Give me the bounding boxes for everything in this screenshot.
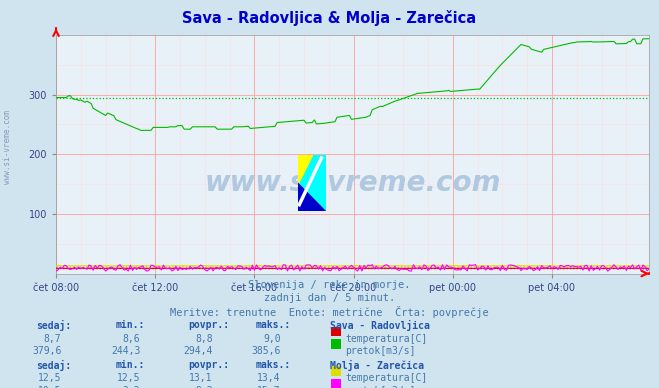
Text: maks.:: maks.:	[256, 320, 291, 330]
Text: Molja - Zarečica: Molja - Zarečica	[330, 360, 424, 371]
Text: Meritve: trenutne  Enote: metrične  Črta: povprečje: Meritve: trenutne Enote: metrične Črta: …	[170, 306, 489, 318]
Polygon shape	[298, 184, 326, 211]
Text: 9,0: 9,0	[263, 334, 281, 344]
Text: Slovenija / reke in morje.: Slovenija / reke in morje.	[248, 280, 411, 290]
Text: www.si-vreme.com: www.si-vreme.com	[204, 169, 501, 197]
Text: Sava - Radovljica & Molja - Zarečica: Sava - Radovljica & Molja - Zarečica	[183, 10, 476, 26]
Text: Sava - Radovljica: Sava - Radovljica	[330, 320, 430, 331]
Text: 15,7: 15,7	[257, 386, 281, 388]
Text: pretok[m3/s]: pretok[m3/s]	[345, 386, 416, 388]
Text: 13,4: 13,4	[257, 373, 281, 383]
Text: 9,2: 9,2	[195, 386, 213, 388]
Text: 385,6: 385,6	[251, 346, 281, 356]
Text: sedaj:: sedaj:	[36, 360, 71, 371]
Text: 8,8: 8,8	[195, 334, 213, 344]
Text: 12,5: 12,5	[117, 373, 140, 383]
Text: 379,6: 379,6	[32, 346, 61, 356]
Text: zadnji dan / 5 minut.: zadnji dan / 5 minut.	[264, 293, 395, 303]
Text: temperatura[C]: temperatura[C]	[345, 334, 428, 344]
Text: pretok[m3/s]: pretok[m3/s]	[345, 346, 416, 356]
Text: 8,7: 8,7	[43, 334, 61, 344]
Text: 8,6: 8,6	[123, 334, 140, 344]
Text: 13,1: 13,1	[189, 373, 213, 383]
Text: 12,5: 12,5	[38, 373, 61, 383]
Text: www.si-vreme.com: www.si-vreme.com	[3, 111, 13, 184]
Text: povpr.:: povpr.:	[188, 360, 229, 370]
Text: 3,2: 3,2	[123, 386, 140, 388]
Polygon shape	[298, 155, 326, 211]
Text: maks.:: maks.:	[256, 360, 291, 370]
Text: 244,3: 244,3	[111, 346, 140, 356]
Polygon shape	[298, 155, 312, 184]
Text: 10,5: 10,5	[38, 386, 61, 388]
Text: min.:: min.:	[115, 360, 145, 370]
Text: min.:: min.:	[115, 320, 145, 330]
Text: sedaj:: sedaj:	[36, 320, 71, 331]
Text: 294,4: 294,4	[183, 346, 213, 356]
Text: povpr.:: povpr.:	[188, 320, 229, 330]
Text: temperatura[C]: temperatura[C]	[345, 373, 428, 383]
